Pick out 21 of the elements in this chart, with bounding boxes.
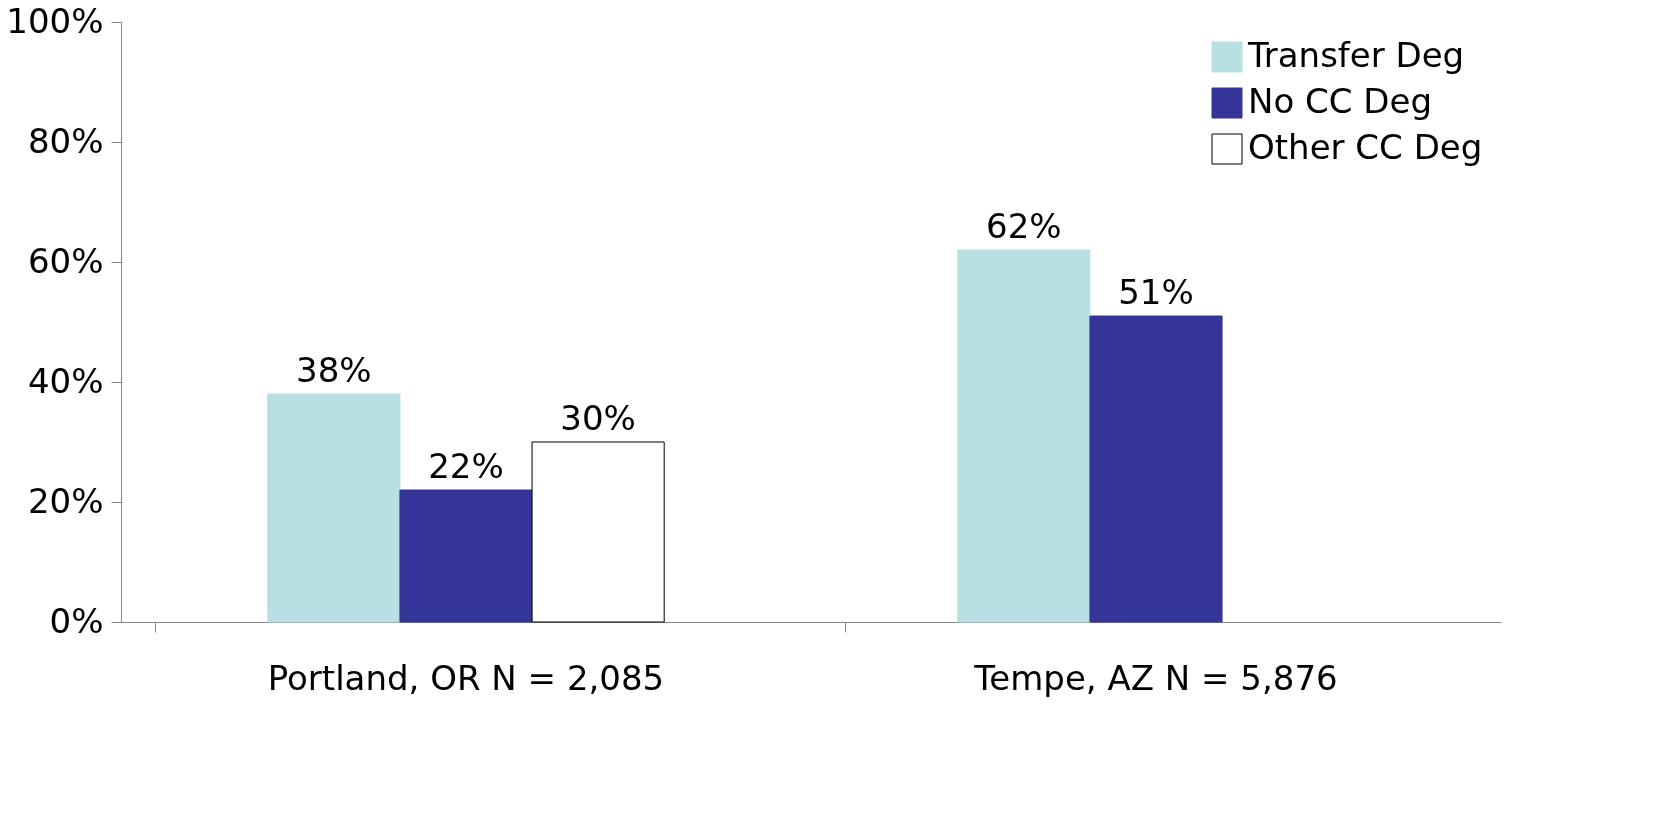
data-label: 51%: [1118, 272, 1194, 312]
legend-label: No CC Deg: [1248, 81, 1433, 121]
bar: [399, 489, 533, 623]
bar: [957, 249, 1091, 623]
y-tick-label: 80%: [27, 120, 104, 161]
data-label: 38%: [296, 350, 372, 390]
y-tick-label: 40%: [27, 360, 104, 401]
x-tick-label: Portland, OR N = 2,085: [267, 657, 665, 698]
x-tick-label: Tempe, AZ N = 5,876: [973, 657, 1338, 698]
data-label: 62%: [986, 206, 1062, 246]
bar: [267, 393, 401, 623]
y-tick-label: 0%: [49, 600, 104, 641]
y-tick-label: 20%: [27, 480, 104, 521]
bar: [1089, 315, 1223, 623]
bar: [531, 441, 665, 623]
legend-label: Other CC Deg: [1248, 127, 1483, 167]
y-tick-label: 60%: [27, 240, 104, 281]
legend-label: Transfer Deg: [1247, 35, 1465, 75]
y-tick-label: 100%: [6, 0, 104, 41]
data-label: 30%: [560, 398, 636, 438]
data-label: 22%: [428, 446, 504, 486]
